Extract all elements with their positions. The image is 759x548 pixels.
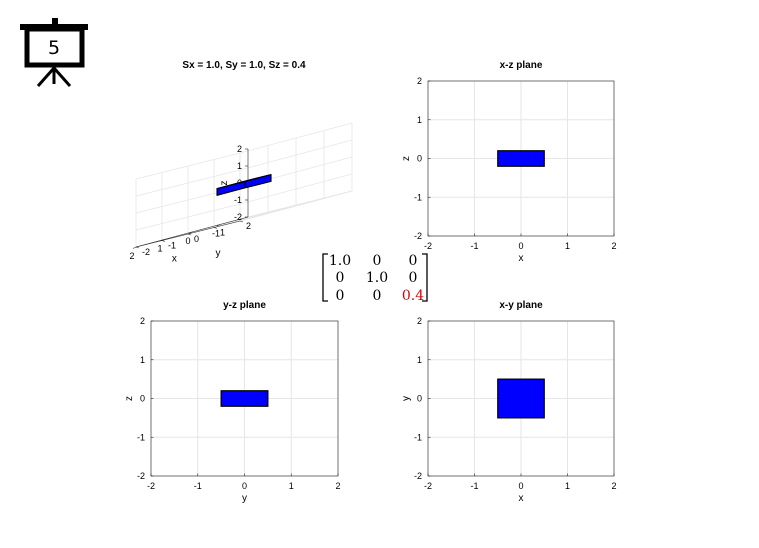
- chart-xy-plane: -2 -1 0 1 2 -2 -1 0 1 2 x-y plane x y: [401, 300, 617, 504]
- matrix-cell: 0: [409, 270, 418, 286]
- y-tick-mark: [239, 220, 244, 223]
- matrix-right-bracket: [422, 253, 428, 302]
- x-tick-label: 1: [565, 241, 570, 251]
- y-tick-label: -2: [142, 247, 150, 257]
- x-tick-mark: [132, 246, 137, 249]
- x-tick-label: 2: [611, 241, 616, 251]
- scaled-object-projection: [220, 390, 269, 407]
- matrix-cell: 0: [373, 253, 382, 269]
- matrix-cell: 0: [409, 253, 418, 269]
- x-axis-label: x: [519, 493, 524, 504]
- y-axis-label: z: [124, 396, 135, 401]
- y-tick-mark: [161, 240, 166, 242]
- matrix-cell: 0: [336, 270, 345, 286]
- wall-gridline: [239, 122, 353, 154]
- x-axis-label: x: [172, 254, 177, 265]
- y-axis-label: y: [401, 396, 412, 401]
- wall-gridline: [135, 152, 241, 180]
- matrix-cell: 1.0: [329, 253, 351, 269]
- y-tick-mark: [135, 246, 140, 249]
- y-tick-label: 0: [194, 234, 199, 244]
- slide-number: 5: [48, 37, 60, 59]
- x-tick-mark: [216, 224, 221, 227]
- y-tick-label: 1: [417, 115, 422, 125]
- x-tick-mark: [188, 231, 193, 234]
- y-tick-label: 1: [417, 355, 422, 365]
- wall-gridline: [239, 139, 353, 171]
- x-tick-label: 2: [129, 251, 134, 261]
- x-tick-label: 0: [185, 236, 190, 246]
- x-tick-label: -2: [424, 481, 432, 491]
- z-tick-label: 1: [237, 161, 242, 171]
- chart-xz-plane: -2 -1 0 1 2 -2 -1 0 1 2 x-z plane x z: [401, 60, 617, 264]
- y-tick-label: -2: [414, 231, 422, 241]
- x-axis-label: y: [242, 493, 247, 504]
- wall-gridline: [239, 173, 353, 205]
- x-axis-label: x: [519, 253, 524, 264]
- y-tick-label: -2: [414, 471, 422, 481]
- y-tick-mark: [187, 233, 192, 236]
- x-tick-mark: [160, 239, 165, 242]
- chart-title: y-z plane: [223, 300, 266, 311]
- wall-gridline: [135, 169, 241, 197]
- y-tick-label: 2: [417, 76, 422, 86]
- x-tick-label: -1: [212, 229, 220, 239]
- scaled-object-projection: [497, 150, 545, 167]
- x-tick-label: -2: [424, 241, 432, 251]
- scaling-matrix: 1.0 0 0 0 1.0 0 0 0 0.4: [322, 253, 428, 304]
- y-axis-label: z: [401, 156, 412, 161]
- wall-gridline: [135, 203, 241, 231]
- x-tick-label: -1: [194, 481, 202, 491]
- x-tick-label: 1: [157, 244, 162, 254]
- y-tick-label: 1: [220, 228, 225, 238]
- chart-3d-title: Sx = 1.0, Sy = 1.0, Sz = 0.4: [182, 60, 306, 71]
- y-tick-label: 2: [246, 221, 251, 231]
- z-axis-label: z: [219, 181, 230, 186]
- y-tick-label: 0: [140, 394, 145, 404]
- x-tick-label: 2: [335, 481, 340, 491]
- matrix-left-bracket: [322, 253, 328, 302]
- x-tick-label: 1: [565, 481, 570, 491]
- chart-title: x-y plane: [499, 300, 543, 311]
- y-tick-label: 2: [417, 316, 422, 326]
- x-tick-label: 2: [611, 481, 616, 491]
- scaled-object-projection: [497, 378, 545, 419]
- matrix-cell: 1.0: [366, 270, 388, 286]
- matrix-cell-highlighted: 0.4: [402, 288, 424, 304]
- matrix-cell: 0: [373, 288, 382, 304]
- y-tick-label: -1: [168, 241, 176, 251]
- chart-3d-scaling: Sx = 1.0, Sy = 1.0, Sz = 0.4 -1 0 1 2 -2 -1 0 1…: [129, 60, 353, 265]
- y-tick-label: -2: [137, 471, 145, 481]
- y-axis-label: y: [216, 248, 221, 259]
- y-tick-label: 0: [417, 394, 422, 404]
- presentation-board-icon: 5: [20, 18, 88, 87]
- y-tick-label: -1: [137, 432, 145, 442]
- chart-yz-plane: -2 -1 0 1 2 -2 -1 0 1 2 y-z plane y z: [124, 300, 341, 504]
- y-tick-label: 1: [140, 355, 145, 365]
- x-tick-label: 0: [242, 481, 247, 491]
- y-tick-label: 0: [417, 154, 422, 164]
- x-tick-label: 0: [518, 241, 523, 251]
- wall-gridline: [239, 190, 353, 222]
- chart-title: x-z plane: [500, 60, 543, 71]
- x-tick-label: -2: [147, 481, 155, 491]
- x-tick-label: -1: [470, 481, 478, 491]
- y-tick-mark: [213, 227, 218, 229]
- x-tick-label: 0: [518, 481, 523, 491]
- z-tick-label: -2: [234, 212, 242, 222]
- x-tick-label: -1: [470, 241, 478, 251]
- z-tick-label: 2: [237, 144, 242, 154]
- z-tick-label: -1: [234, 195, 242, 205]
- x-tick-label: 1: [289, 481, 294, 491]
- y-tick-label: 2: [140, 316, 145, 326]
- y-tick-label: -1: [414, 432, 422, 442]
- y-tick-label: -1: [414, 192, 422, 202]
- box-top-face: [216, 174, 272, 190]
- matrix-cell: 0: [336, 288, 345, 304]
